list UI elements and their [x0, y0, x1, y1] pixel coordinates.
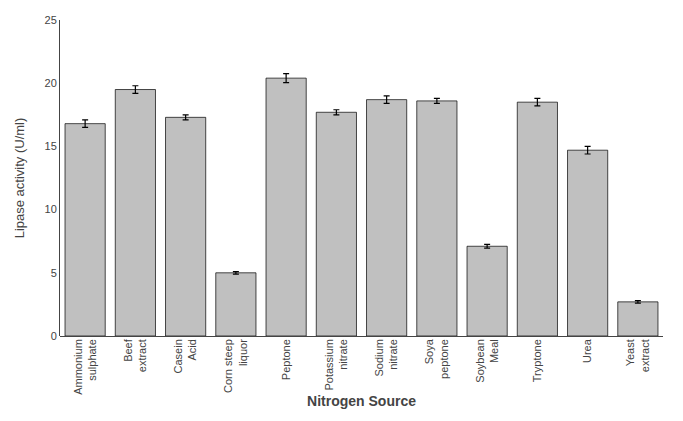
svg-text:Yeastextract: Yeastextract: [624, 339, 650, 372]
svg-text:SoybeanMeal: SoybeanMeal: [474, 339, 500, 382]
svg-text:Potassiumnitrate: Potassiumnitrate: [323, 339, 349, 390]
svg-text:Lipase activity (U/ml): Lipase activity (U/ml): [12, 118, 27, 239]
svg-text:Urea: Urea: [581, 338, 593, 363]
svg-text:CaseinAcid: CaseinAcid: [172, 339, 198, 373]
svg-text:15: 15: [45, 140, 57, 152]
svg-text:25: 25: [45, 14, 57, 26]
svg-text:Soyapeptone: Soyapeptone: [423, 338, 449, 379]
svg-text:5: 5: [51, 267, 57, 279]
svg-text:Nitrogen Source: Nitrogen Source: [307, 393, 416, 409]
svg-text:Ammoniumsulphate: Ammoniumsulphate: [72, 339, 98, 395]
svg-text:Beefextract: Beefextract: [122, 338, 148, 372]
svg-text:10: 10: [45, 203, 57, 215]
svg-text:Corn steepliquor: Corn steepliquor: [222, 339, 248, 393]
svg-text:Tryptone: Tryptone: [531, 339, 543, 382]
svg-text:0: 0: [51, 330, 57, 342]
svg-text:Sodiumnitrate: Sodiumnitrate: [373, 339, 399, 376]
svg-text:20: 20: [45, 77, 57, 89]
svg-text:Peptone: Peptone: [280, 339, 292, 380]
